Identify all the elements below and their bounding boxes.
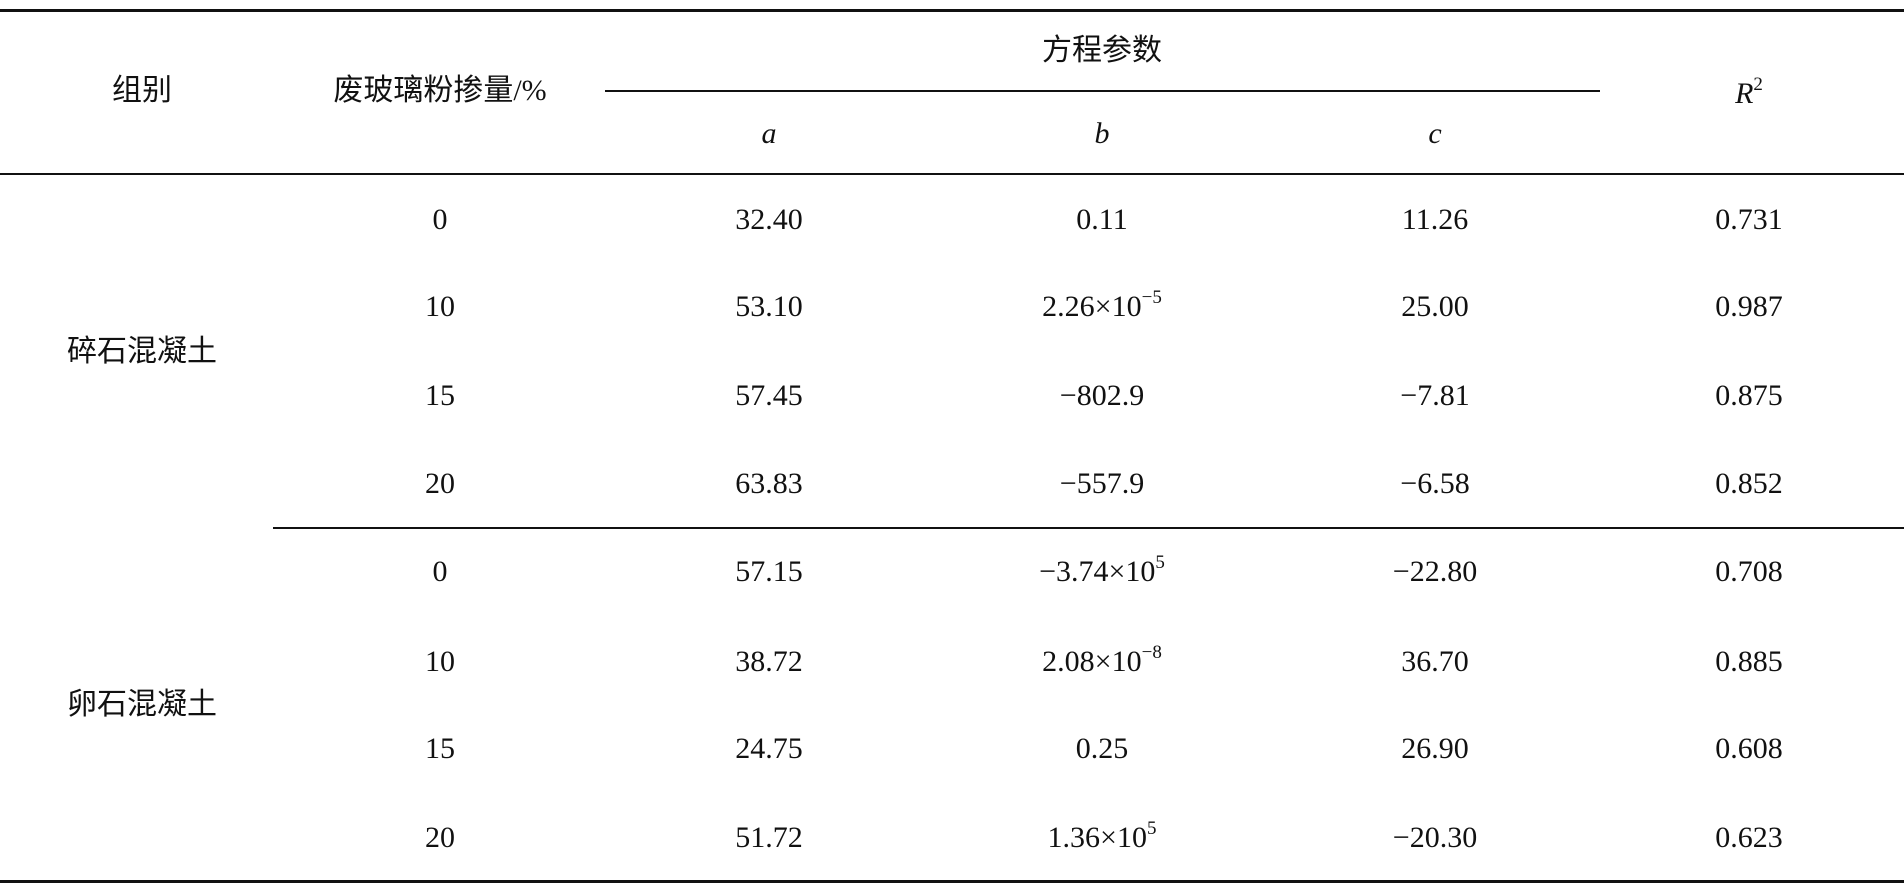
r2-header-exponent: 2 [1753,74,1763,95]
param-c-cell: 26.90 [1401,732,1469,765]
param-b-header: b [1094,117,1110,150]
dosage-cell: 15 [425,732,455,765]
r2-cell: 0.608 [1715,732,1783,765]
param-a-cell: 57.45 [735,379,803,412]
param-b-cell: −3.74×105 [1039,553,1165,588]
param-b-cell: 2.08×10−8 [1042,643,1162,678]
param-a-cell: 53.10 [735,290,803,323]
param-c-cell: −20.30 [1392,821,1478,854]
dosage-cell: 15 [425,379,455,412]
dosage-cell: 20 [425,821,455,854]
param-b-cell: 2.26×10−5 [1042,288,1162,323]
r2-cell: 0.852 [1715,467,1783,500]
param-b-cell-base: 1.36×10 [1047,821,1147,854]
r2-header: R2 [1735,75,1763,110]
params-header: 方程参数 [1042,34,1162,67]
param-b-cell: 1.36×105 [1047,819,1157,854]
r2-header-base: R [1735,77,1754,110]
param-b-cell-exponent: 5 [1155,552,1165,573]
group-header: 组别 [112,74,172,107]
dosage-cell: 10 [425,290,455,323]
bottom-rule [0,880,1904,883]
dosage-cell: 20 [425,467,455,500]
r2-cell: 0.731 [1715,203,1783,236]
dosage-header: 废玻璃粉掺量/% [333,74,547,107]
param-c-cell: 11.26 [1401,203,1469,236]
r2-cell: 0.987 [1715,290,1783,323]
param-c-cell: −22.80 [1392,555,1478,588]
dosage-cell: 10 [425,645,455,678]
param-b-cell-exponent: −8 [1141,642,1162,663]
group-name: 卵石混凝土 [67,688,217,721]
param-c-cell: 36.70 [1401,645,1469,678]
param-c-cell: −7.81 [1400,379,1470,412]
param-b-cell-base: 2.26×10 [1042,290,1142,323]
param-b-cell: 0.25 [1075,732,1129,765]
r2-cell: 0.875 [1715,379,1783,412]
r2-cell: 0.623 [1715,821,1783,854]
group-name: 碎石混凝土 [67,335,217,368]
param-a-cell: 32.40 [735,203,803,236]
param-a-header: a [761,117,777,150]
group-rule [273,527,1904,529]
param-a-cell: 38.72 [735,645,803,678]
param-b-cell-exponent: −5 [1141,287,1162,308]
param-c-cell: 25.00 [1401,290,1469,323]
top-rule [0,9,1904,12]
param-c-header: c [1428,117,1442,150]
dosage-cell: 0 [432,555,448,588]
r2-cell: 0.885 [1715,645,1783,678]
param-a-cell: 51.72 [735,821,803,854]
param-b-cell: −557.9 [1059,467,1145,500]
param-a-cell: 24.75 [735,732,803,765]
param-b-cell: −802.9 [1059,379,1145,412]
param-b-cell-exponent: 5 [1146,818,1157,839]
param-b-cell-base: −3.74×10 [1039,555,1156,588]
param-a-cell: 63.83 [735,467,803,500]
params-rule [605,90,1600,92]
header-rule [0,173,1904,175]
param-c-cell: −6.58 [1400,467,1470,500]
dosage-cell: 0 [432,203,448,236]
param-b-cell: 0.11 [1076,203,1128,236]
param-b-cell-base: 2.08×10 [1042,645,1142,678]
r2-cell: 0.708 [1715,555,1783,588]
param-a-cell: 57.15 [735,555,803,588]
